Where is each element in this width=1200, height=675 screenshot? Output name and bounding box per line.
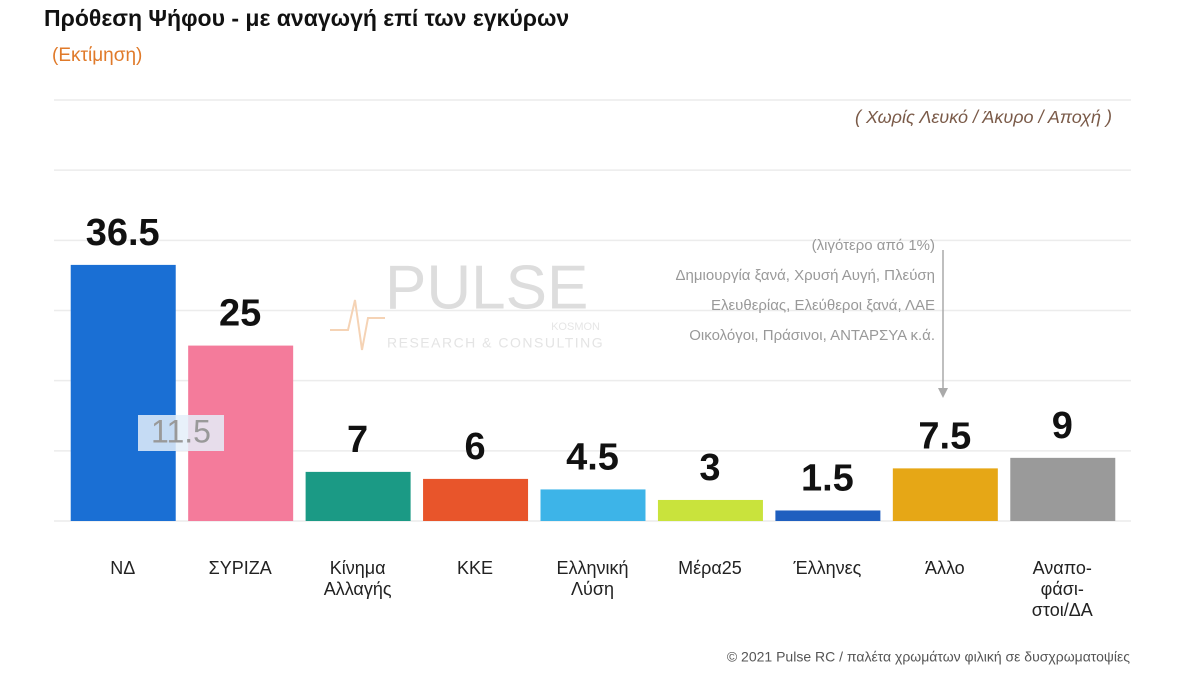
bar bbox=[540, 489, 646, 521]
gap-annotation: 11.5 bbox=[151, 413, 211, 449]
value-label: 6 bbox=[464, 426, 485, 468]
watermark-icon bbox=[330, 299, 385, 351]
value-label: 3 bbox=[699, 447, 720, 489]
category-label: ΚΚΕ bbox=[457, 558, 494, 578]
chart-title: Πρόθεση Ψήφου - με αναγωγή επί των εγκύρ… bbox=[44, 5, 569, 31]
other-note: Ελευθερίας, Ελεύθεροι ξανά, ΛΑΕ bbox=[711, 297, 935, 314]
value-label: 9 bbox=[1052, 405, 1073, 447]
watermark: RESEARCH & CONSULTING bbox=[387, 335, 604, 351]
bar bbox=[1010, 457, 1116, 521]
category-label: ΣΥΡΙΖΑ bbox=[208, 558, 272, 578]
footer: © 2021 Pulse RC / παλέτα χρωμάτων φιλική… bbox=[727, 649, 1130, 665]
bar bbox=[70, 264, 176, 521]
value-label: 7 bbox=[347, 419, 368, 461]
category-label: ΝΔ bbox=[110, 558, 136, 578]
category-label: Μέρα25 bbox=[678, 558, 742, 578]
value-label: 36.5 bbox=[86, 212, 160, 254]
bar bbox=[657, 499, 763, 521]
other-note: Οικολόγοι, Πράσινοι, ΑΝΤΑΡΣΥΑ κ.ά. bbox=[689, 327, 935, 344]
other-note: Δημιουργία ξανά, Χρυσή Αυγή, Πλεύση bbox=[676, 267, 935, 284]
other-note: (λιγότερο από 1%) bbox=[812, 237, 935, 254]
value-label: 4.5 bbox=[566, 436, 619, 478]
bar bbox=[892, 468, 998, 521]
annotation-box bbox=[138, 415, 224, 451]
category-label: Κίνημα Αλλαγής bbox=[323, 558, 392, 599]
value-label: 25 bbox=[219, 293, 261, 335]
watermark: KOSMON bbox=[551, 321, 600, 333]
arrowhead bbox=[938, 388, 948, 398]
value-label: 7.5 bbox=[918, 415, 971, 457]
category-label: Άλλο bbox=[924, 558, 965, 578]
watermark: PULSE bbox=[385, 253, 588, 322]
category-label: Αναπο- φάσι- στοι/ΔΑ bbox=[1031, 558, 1093, 620]
value-label: 1.5 bbox=[801, 458, 854, 500]
chart-subtitle: (Εκτίμηση) bbox=[52, 45, 142, 66]
bar bbox=[423, 478, 529, 521]
note-top: ( Χωρίς Λευκό / Άκυρο / Αποχή ) bbox=[855, 107, 1112, 127]
bar bbox=[775, 510, 881, 521]
bar bbox=[305, 471, 411, 521]
category-label: Ελληνική Λύση bbox=[556, 558, 629, 599]
category-label: Έλληνες bbox=[793, 558, 862, 578]
